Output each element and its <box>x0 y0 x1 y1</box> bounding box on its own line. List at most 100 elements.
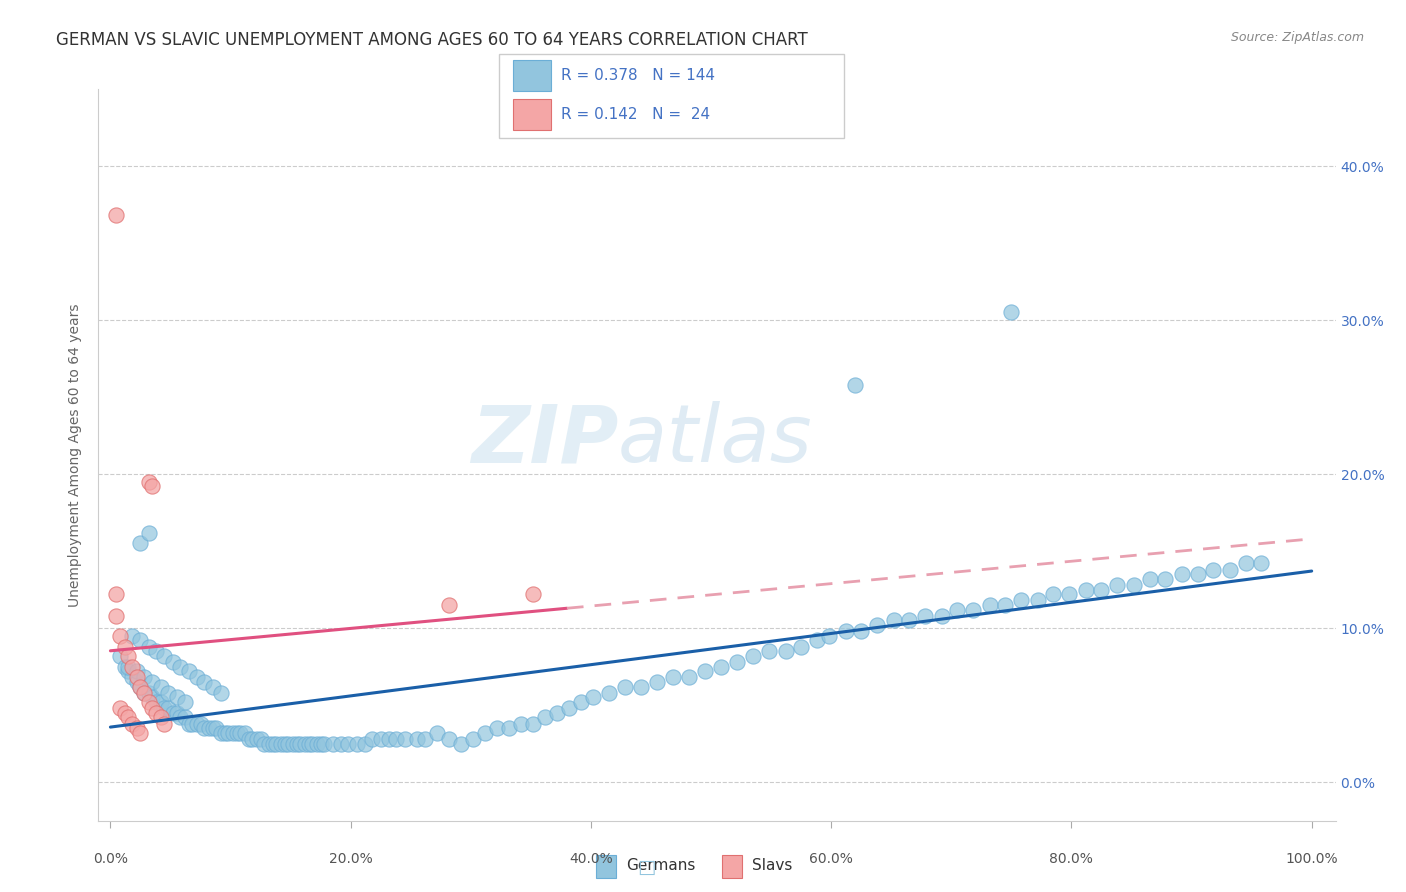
Point <box>217 726 239 740</box>
Point <box>117 710 139 724</box>
Point <box>153 716 176 731</box>
Point <box>285 737 308 751</box>
Point <box>186 716 208 731</box>
Point <box>114 640 136 654</box>
Point <box>450 737 472 751</box>
Point <box>105 608 128 623</box>
Point <box>437 732 460 747</box>
Point <box>290 737 312 751</box>
Point <box>1107 578 1129 592</box>
Point <box>569 695 592 709</box>
Text: R = 0.378   N = 144: R = 0.378 N = 144 <box>561 68 716 83</box>
Point <box>177 716 200 731</box>
Point <box>153 701 176 715</box>
Point <box>298 737 321 751</box>
Point <box>1202 563 1225 577</box>
Point <box>1171 567 1194 582</box>
Point <box>630 680 652 694</box>
Point <box>264 737 287 751</box>
Point <box>294 737 316 751</box>
FancyBboxPatch shape <box>723 855 742 878</box>
Point <box>138 475 160 489</box>
Point <box>486 721 509 735</box>
Point <box>322 737 344 751</box>
Point <box>105 587 128 601</box>
Text: 0.0%: 0.0% <box>93 852 128 866</box>
Point <box>141 690 163 705</box>
Point <box>361 732 384 747</box>
Point <box>1090 582 1112 597</box>
Point <box>174 695 197 709</box>
Point <box>1139 572 1161 586</box>
Point <box>262 737 284 751</box>
Point <box>522 716 544 731</box>
Point <box>558 701 581 715</box>
Point <box>205 721 228 735</box>
Point <box>693 665 716 679</box>
Point <box>710 659 733 673</box>
Point <box>201 680 224 694</box>
Point <box>129 680 152 694</box>
Text: Germans: Germans <box>626 858 696 872</box>
Text: ZIP: ZIP <box>471 401 619 479</box>
Point <box>190 716 212 731</box>
Point <box>114 706 136 720</box>
Text: GERMAN VS SLAVIC UNEMPLOYMENT AMONG AGES 60 TO 64 YEARS CORRELATION CHART: GERMAN VS SLAVIC UNEMPLOYMENT AMONG AGES… <box>56 31 808 49</box>
Point <box>177 665 200 679</box>
Point <box>394 732 416 747</box>
Point <box>474 726 496 740</box>
Point <box>193 675 215 690</box>
Point <box>166 706 188 720</box>
Point <box>546 706 568 720</box>
Point <box>186 670 208 684</box>
Point <box>1250 557 1272 571</box>
Text: 60.0%: 60.0% <box>810 852 853 866</box>
Point <box>162 655 184 669</box>
Point <box>249 732 271 747</box>
Point <box>437 598 460 612</box>
Point <box>851 624 873 639</box>
Text: R = 0.142   N =  24: R = 0.142 N = 24 <box>561 107 710 122</box>
Text: 100.0%: 100.0% <box>1285 852 1339 866</box>
Point <box>209 686 232 700</box>
Point <box>121 670 143 684</box>
Y-axis label: Unemployment Among Ages 60 to 64 years: Unemployment Among Ages 60 to 64 years <box>69 303 83 607</box>
Point <box>229 726 252 740</box>
Text: 40.0%: 40.0% <box>569 852 613 866</box>
Point <box>121 629 143 643</box>
Point <box>337 737 360 751</box>
Point <box>138 640 160 654</box>
Point <box>273 737 295 751</box>
Point <box>157 686 180 700</box>
Point <box>330 737 353 751</box>
Point <box>225 726 247 740</box>
Point <box>125 721 148 735</box>
Point <box>117 648 139 663</box>
Point <box>613 680 636 694</box>
Point <box>962 602 984 616</box>
Point <box>463 732 485 747</box>
Point <box>742 648 765 663</box>
Point <box>108 629 131 643</box>
Point <box>114 659 136 673</box>
Point <box>129 633 152 648</box>
Point <box>166 690 188 705</box>
Point <box>378 732 401 747</box>
Point <box>305 737 328 751</box>
Point <box>790 640 813 654</box>
Point <box>157 701 180 715</box>
Point <box>1000 305 1022 319</box>
Point <box>132 686 155 700</box>
Point <box>931 608 953 623</box>
Point <box>162 706 184 720</box>
Point <box>138 525 160 540</box>
Point <box>117 665 139 679</box>
Point <box>534 710 557 724</box>
Point <box>498 721 520 735</box>
Point <box>240 732 263 747</box>
Point <box>898 614 921 628</box>
Point <box>105 209 128 223</box>
Point <box>405 732 427 747</box>
Point <box>121 716 143 731</box>
FancyBboxPatch shape <box>499 54 844 138</box>
